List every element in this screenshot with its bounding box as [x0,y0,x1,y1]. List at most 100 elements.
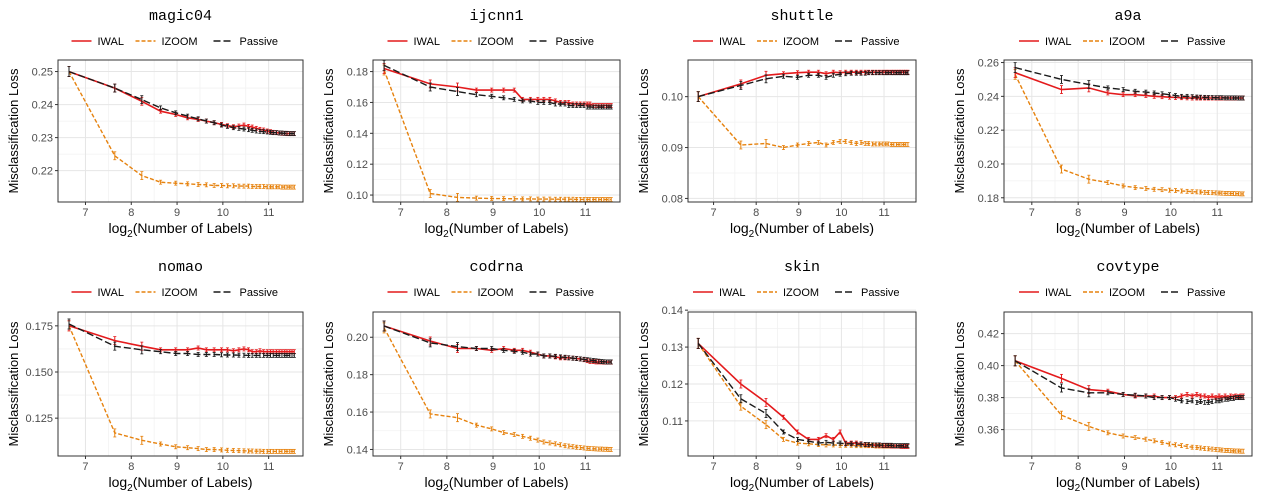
legend-label-izoom: IZOOM [162,287,198,299]
panel-title: covtype [1096,259,1159,276]
series-line-passive [68,323,295,357]
y-axis-label: Misclassification Loss [952,68,967,193]
y-tick-label: 0.36 [978,425,999,437]
series-line-izoom [68,325,295,453]
x-axis-label-tail: (Number of Labels) [1080,220,1200,236]
panel-skin: skin IWAL IZOOM Passive 7 8 9 10 11 0.11 0.12 0.13 0… [636,259,917,494]
y-tick-label: 0.42 [978,329,999,341]
series-passive [1013,62,1245,101]
x-tick-label: 7 [398,207,404,219]
y-tick-label: 0.38 [978,393,999,405]
panel-title: nomao [158,259,203,276]
legend-label-iwal: IWAL [719,287,746,299]
x-axis-label-subscript: 2 [1075,229,1081,240]
x-axis-label-tail: (Number of Labels) [754,220,874,236]
panel-title: shuttle [770,8,833,25]
legend-label-izoom: IZOOM [478,287,514,299]
series-izoom [67,320,296,454]
x-tick-label: 10 [1165,207,1177,219]
x-tick-label: 8 [753,207,759,219]
y-tick-label: 0.20 [978,159,999,171]
series-line-passive [1014,360,1244,404]
series-passive [1013,355,1245,405]
panel-title: codrna [469,259,523,276]
series-line-passive [1014,66,1244,99]
y-tick-label: 0.20 [347,332,368,344]
plot-area [1004,312,1252,456]
legend-label-passive: Passive [240,36,279,48]
y-tick-label: 0.10 [662,92,683,104]
x-axis-label-subscript: 2 [1075,483,1081,494]
panel-codrna: codrna IWAL IZOOM Passive 7 8 9 10 11 0.14 0.16 0.1… [321,259,621,494]
legend-label-izoom: IZOOM [162,36,198,48]
y-tick-label: 0.24 [978,91,999,103]
series-passive [382,320,613,365]
y-tick-label: 0.14 [347,128,368,140]
x-axis-label-tail: (Number of Labels) [1080,474,1200,490]
series-line-passive [383,64,612,108]
x-tick-label: 11 [1212,461,1223,473]
x-tick-label: 8 [444,461,450,473]
x-tick-label: 10 [217,207,229,219]
x-axis-label: log2(Number of Labels) [1056,474,1200,494]
y-tick-label: 0.22 [32,166,53,178]
series-line-izoom [1014,74,1244,195]
panel-covtype: covtype IWAL IZOOM Passive 7 8 9 10 11 0.36 0.38 0.… [952,259,1253,494]
panel-border [687,59,917,203]
x-axis-label: log2(Number of Labels) [730,474,874,494]
x-tick-label: 8 [753,461,759,473]
x-tick-label: 7 [711,461,717,473]
legend-label-passive: Passive [861,287,900,299]
series-line-izoom [383,327,612,451]
y-tick-label: 0.18 [347,67,368,79]
x-axis-label-subscript: 2 [127,229,133,240]
x-axis-label: log2(Number of Labels) [1056,220,1200,240]
x-axis-label: log2(Number of Labels) [108,220,252,240]
y-tick-label: 0.175 [25,321,53,333]
y-tick-label: 0.23 [32,133,53,145]
legend: IWAL IZOOM Passive [71,287,278,299]
x-tick-label: 11 [878,207,889,219]
legend: IWAL IZOOM Passive [1019,36,1226,48]
panel-border [1003,59,1253,203]
x-axis-label: log2(Number of Labels) [108,474,252,494]
x-tick-label: 8 [1075,461,1081,473]
y-tick-label: 0.11 [662,416,683,428]
series-line-iwal [68,325,295,353]
y-axis-label: Misclassification Loss [6,68,21,193]
y-tick-label: 0.24 [32,100,53,112]
series-line-izoom [1014,360,1244,452]
y-tick-label: 0.25 [32,67,53,79]
x-tick-label: 9 [796,461,802,473]
legend-label-passive: Passive [556,287,595,299]
x-tick-label: 11 [878,461,889,473]
x-tick-label: 10 [1165,461,1177,473]
plot-area [688,60,916,202]
x-tick-label: 8 [444,207,450,219]
x-tick-label: 11 [580,461,591,473]
x-axis-label-main: log [730,474,749,490]
x-axis-label-main: log [424,474,443,490]
panel-border [57,311,304,457]
y-tick-label: 0.16 [347,407,368,419]
legend-label-izoom: IZOOM [478,36,514,48]
panel-title: skin [784,259,820,276]
series-line-passive [698,71,908,98]
panel-title: ijcnn1 [469,8,523,25]
panel-a9a: a9a IWAL IZOOM Passive 7 8 9 10 11 0.18 0.20 0.22 0.… [952,8,1253,240]
x-axis-label: log2(Number of Labels) [730,220,874,240]
series-izoom [382,322,613,452]
legend-label-iwal: IWAL [414,36,441,48]
legend-label-iwal: IWAL [414,287,441,299]
series-line-passive [383,325,612,363]
y-tick-label: 0.12 [662,379,683,391]
legend-label-iwal: IWAL [1045,287,1072,299]
panel-border [372,311,621,457]
x-tick-label: 7 [711,207,717,219]
x-tick-label: 9 [1121,461,1127,473]
legend: IWAL IZOOM Passive [693,287,900,299]
series-passive [67,66,296,137]
x-tick-label: 11 [263,461,274,473]
x-axis-label-tail: (Number of Labels) [449,220,569,236]
